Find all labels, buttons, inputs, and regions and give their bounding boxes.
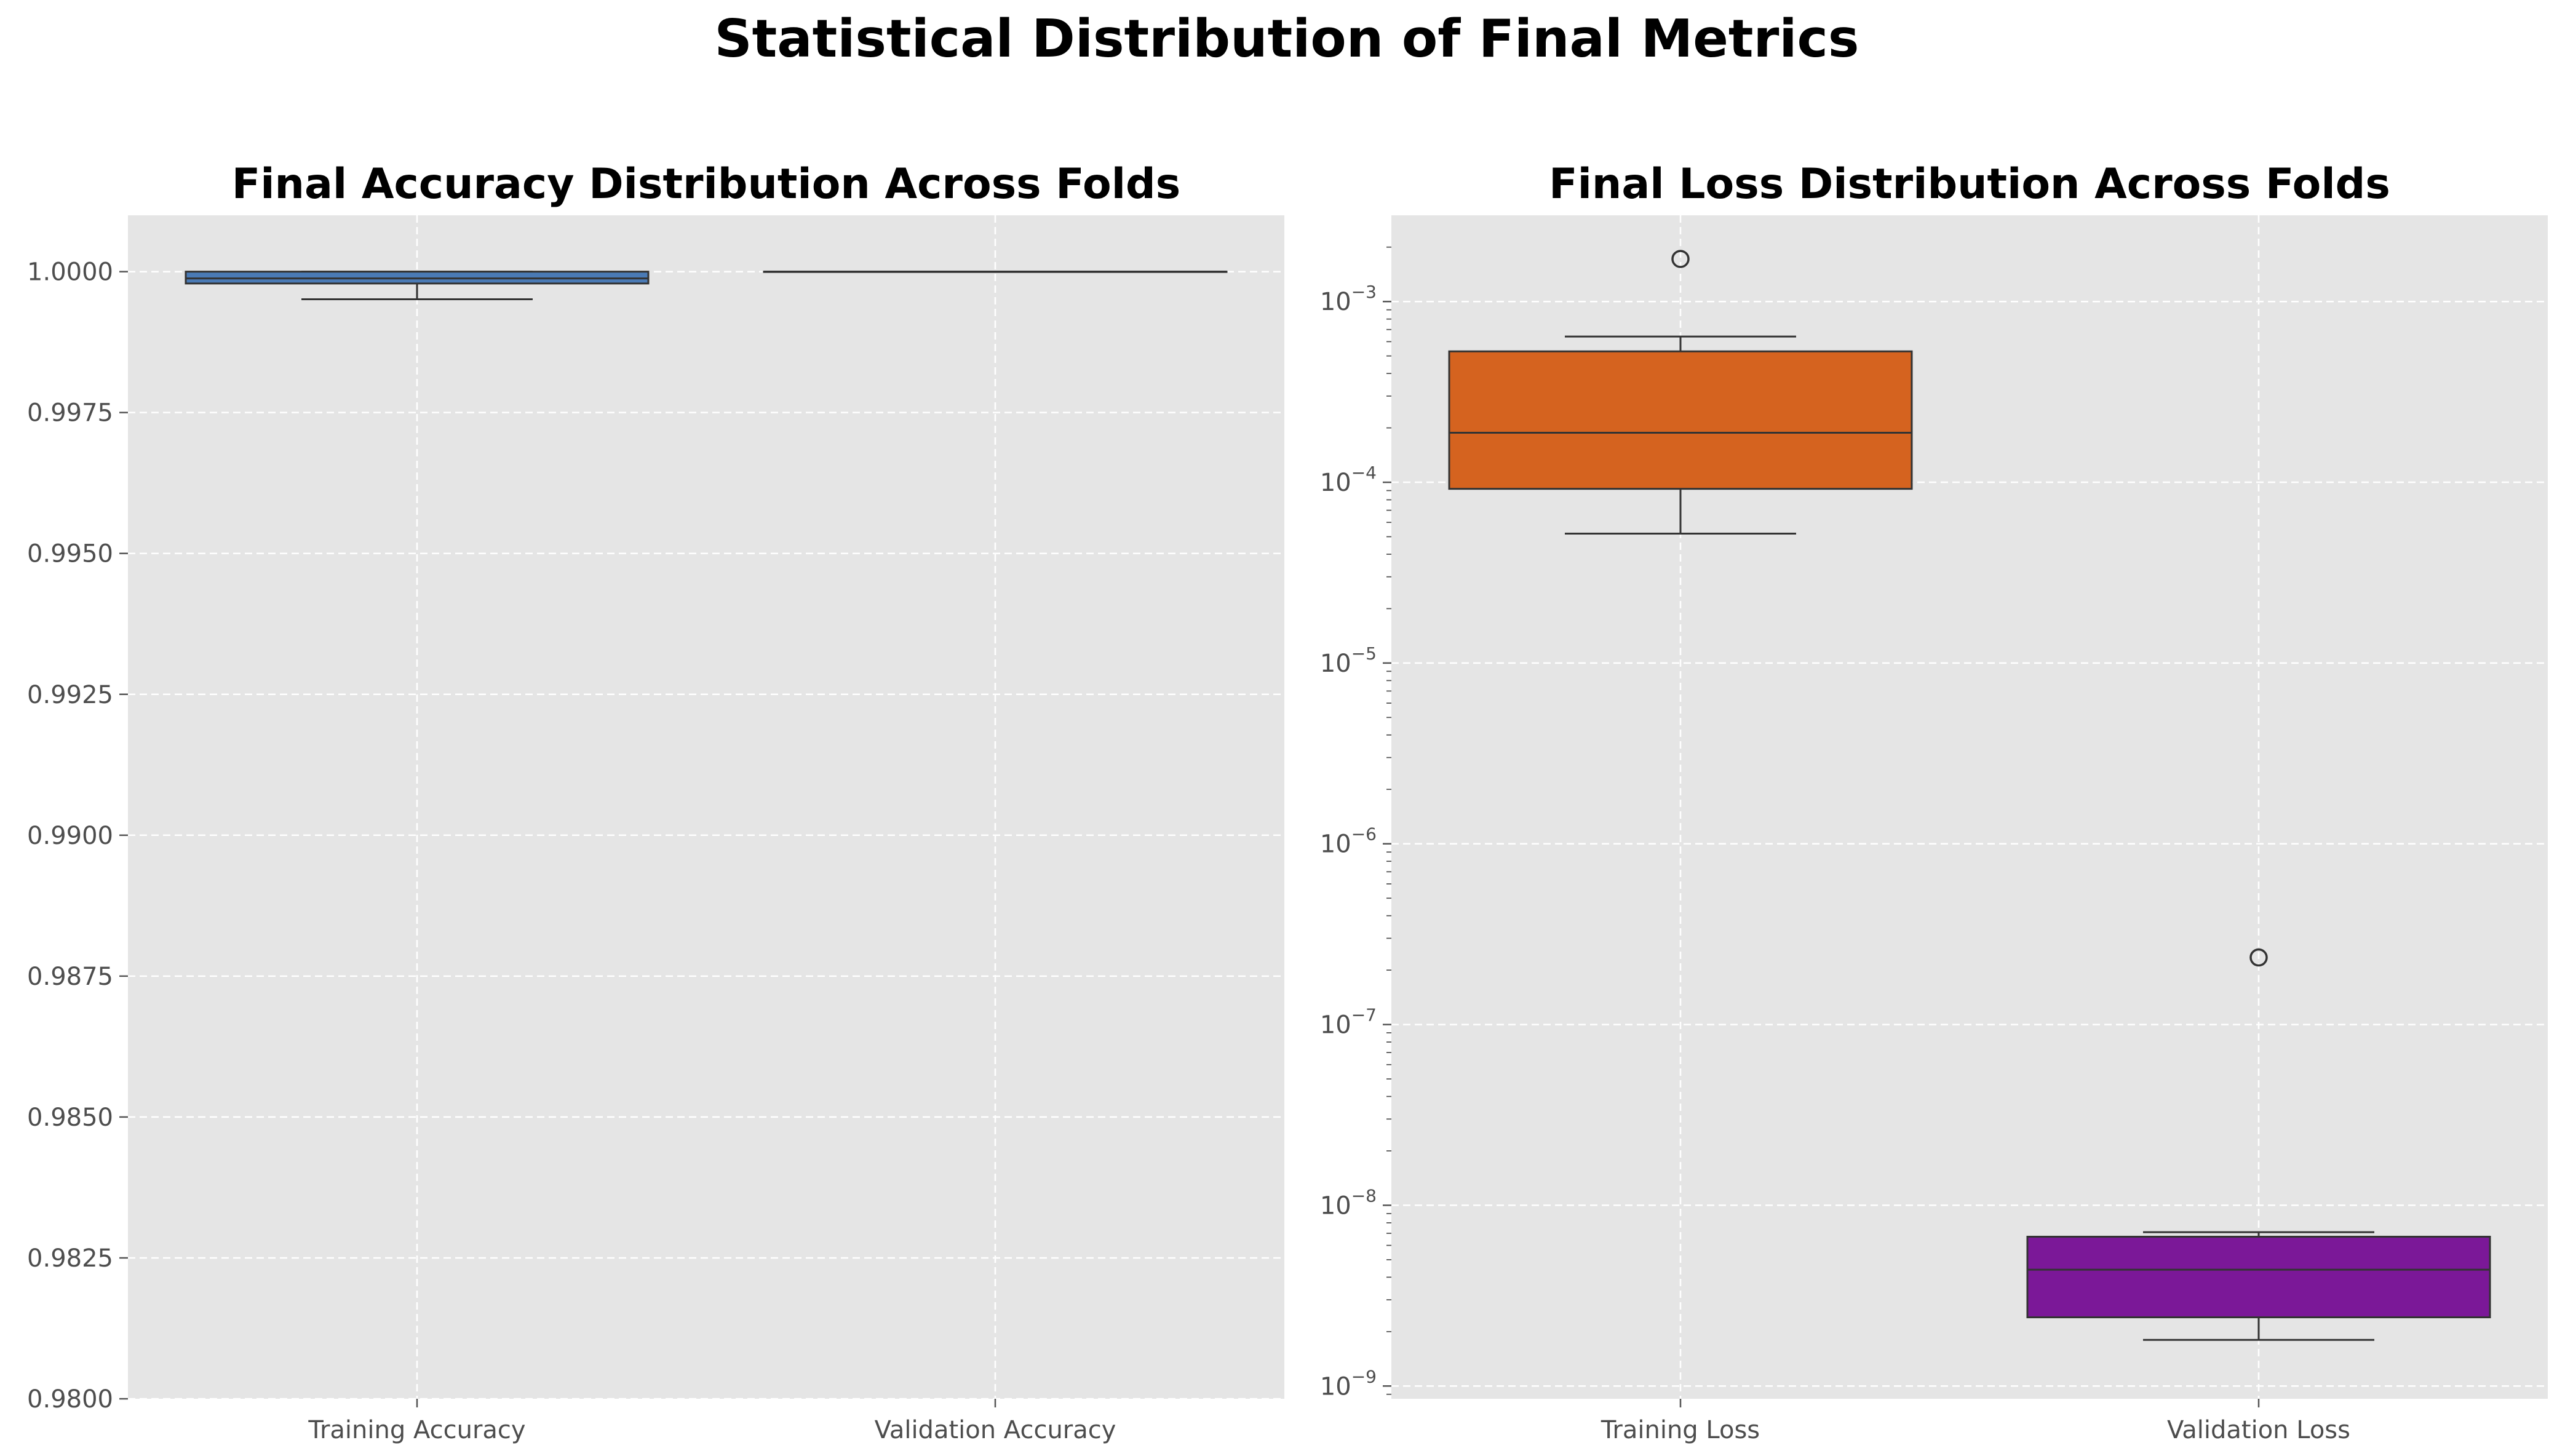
y-tick-label: 0.9900 [27, 822, 113, 850]
iqr-box [2026, 1236, 2491, 1319]
y-tick-label: 10−9 [1320, 1366, 1377, 1401]
outlier-point [2249, 948, 2268, 967]
box-validation-accuracy [763, 271, 1228, 273]
loss-chart-title: Final Loss Distribution Across Folds [1549, 160, 2390, 209]
y-tick-label: 0.9800 [27, 1385, 113, 1414]
y-tick-label: 10−3 [1320, 282, 1377, 316]
y-tick-label: 10−6 [1320, 824, 1377, 859]
y-tick-label: 1.0000 [27, 258, 113, 287]
y-tick-label: 10−7 [1320, 1005, 1377, 1040]
x-tick-label: Training Loss [1601, 1416, 1760, 1444]
y-tick-label: 10−4 [1320, 463, 1377, 497]
y-tick-label: 0.9875 [27, 963, 113, 991]
x-tick-label: Validation Loss [2167, 1416, 2350, 1444]
accuracy-plot-area [128, 215, 1284, 1399]
y-tick-label: 0.9850 [27, 1104, 113, 1132]
y-tick-label: 10−5 [1320, 643, 1377, 678]
y-tick-label: 0.9825 [27, 1244, 113, 1273]
x-tick-label: Validation Accuracy [875, 1416, 1116, 1444]
y-tick-label: 0.9925 [27, 681, 113, 709]
y-tick-label: 10−8 [1320, 1185, 1377, 1220]
x-tick-label: Training Accuracy [308, 1416, 525, 1444]
accuracy-chart: Final Accuracy Distribution Across Folds… [27, 160, 1284, 1444]
accuracy-chart-title: Final Accuracy Distribution Across Folds [232, 160, 1180, 209]
box-training-loss [1448, 250, 1913, 535]
y-tick-label: 0.9975 [27, 399, 113, 428]
box-validation-loss [2026, 948, 2491, 1341]
outlier-point [1671, 250, 1690, 268]
box-training-accuracy [185, 271, 650, 301]
loss-chart: Final Loss Distribution Across Folds 10−… [1320, 160, 2548, 1444]
figure-title: Statistical Distribution of Final Metric… [714, 9, 1859, 70]
y-tick-label: 0.9950 [27, 540, 113, 568]
iqr-box [1448, 350, 1913, 490]
